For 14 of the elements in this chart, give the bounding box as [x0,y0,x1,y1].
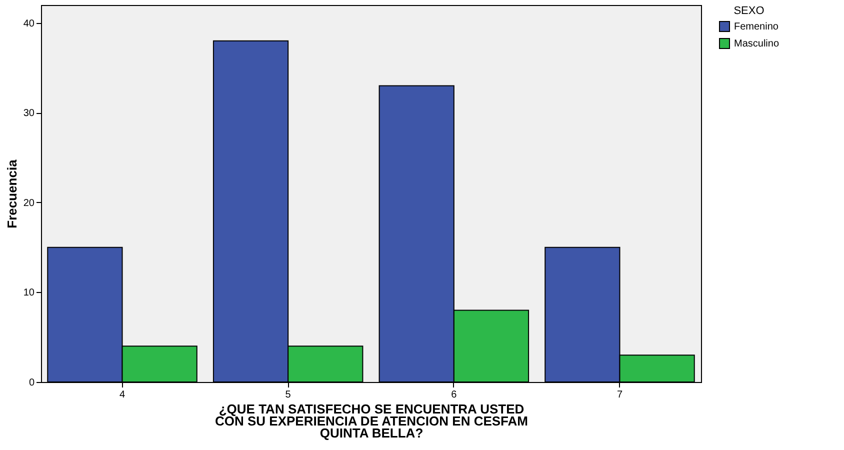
y-tick-label: 40 [23,18,35,30]
x-axis-title: ¿QUE TAN SATISFECHO SE ENCUENTRA USTED CON SU EXPERIENCIA DE ATENCION EN CESFAM QUINTA BELLA? [215,402,528,440]
x-tick-label: 4 [119,390,126,400]
legend-label: Femenino [734,22,779,32]
x-tick-label: 7 [616,390,623,400]
legend-label: Masculino [734,38,780,50]
x-tick-label: 5 [285,390,292,400]
x-tick-label: 6 [451,390,458,400]
y-axis-title: Frecuencia [4,158,20,228]
legend-title: SEXO [734,5,765,17]
y-tick-label: 30 [23,108,35,120]
y-tick-label: 10 [23,288,35,299]
y-tick-label: 20 [23,198,35,209]
y-tick-label: 0 [28,378,35,388]
